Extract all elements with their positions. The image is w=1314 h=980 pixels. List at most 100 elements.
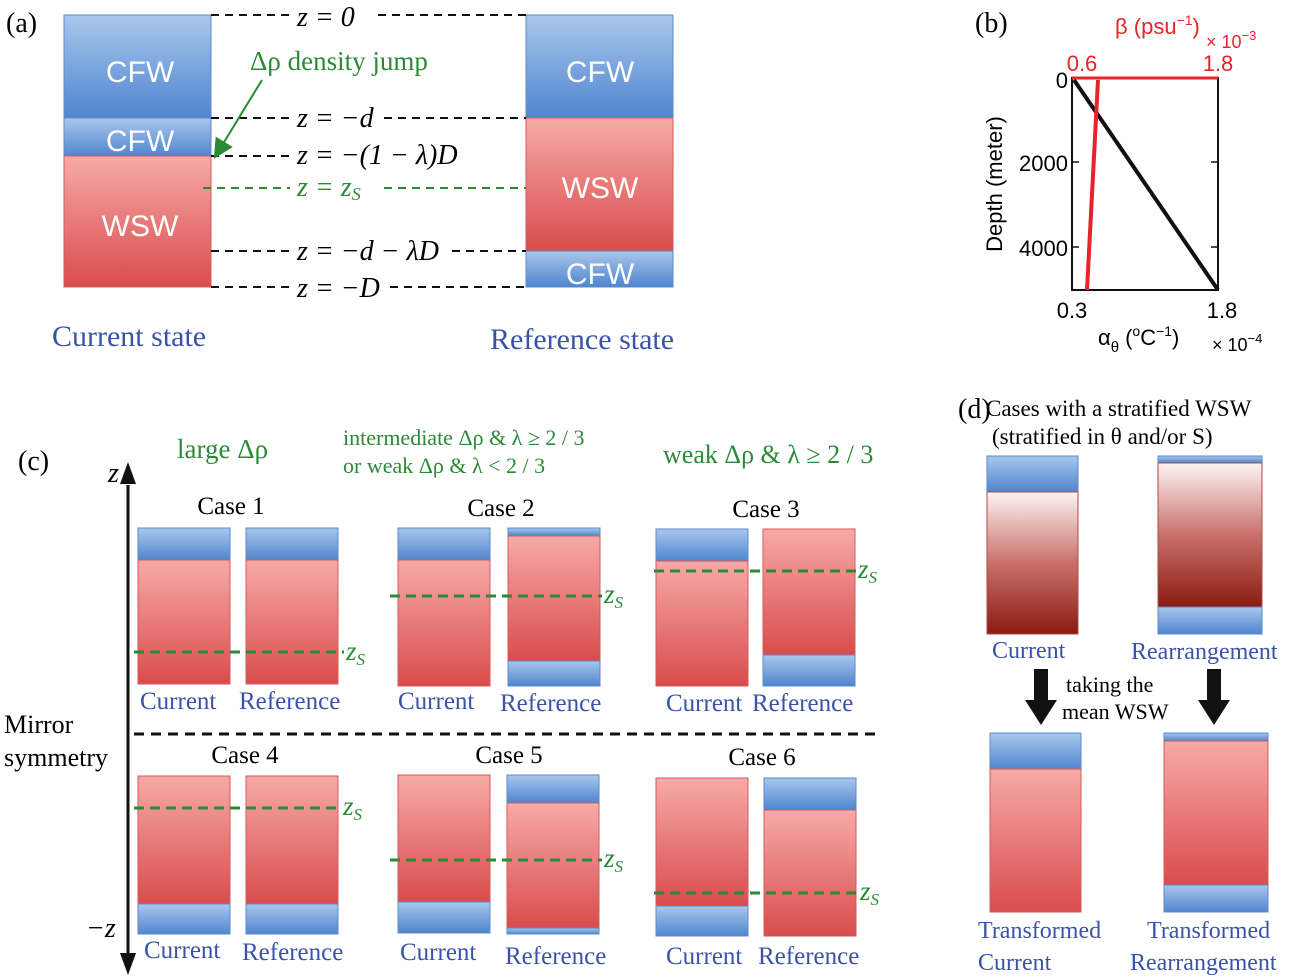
case3-current-cfw xyxy=(655,528,749,562)
case2-current-cfw xyxy=(397,527,491,561)
case5-ref-cfw-bottom xyxy=(506,927,600,935)
d-transformed-label-1: Transformed xyxy=(978,918,1101,944)
d-mid-label-1: taking the xyxy=(1066,672,1153,697)
case6-reference-label: Reference xyxy=(758,943,859,970)
case2-ref-cfw-bottom xyxy=(507,660,601,687)
z-axis-top-label: z xyxy=(107,458,119,489)
case-6-title: Case 6 xyxy=(728,744,795,771)
density-jump-arrow xyxy=(213,79,263,159)
y-ticks xyxy=(1072,161,1218,248)
current-state-label: Current state xyxy=(52,320,206,353)
panel-d: (d) Cases with a stratified WSW (stratif… xyxy=(958,394,1278,976)
panel-a: (a) CFW CFW WSW CFW WSW CFW xyxy=(6,2,674,356)
beta-scale: × 10−3 xyxy=(1206,28,1256,52)
case4-current-label: Current xyxy=(144,937,220,964)
panel-d-label: (d) xyxy=(958,394,991,425)
alpha-axis-label: αθ (oC−1) xyxy=(1098,323,1179,356)
case3-current-wsw xyxy=(655,560,749,687)
y-tick-4000: 4000 xyxy=(1019,236,1068,261)
z-D-label: z = −D xyxy=(296,273,380,304)
case-2: zS Current Reference xyxy=(390,527,624,717)
case6-current-cfw xyxy=(655,905,749,937)
case2-current-wsw xyxy=(397,559,491,687)
d-current-cfw xyxy=(986,455,1079,493)
header-intermediate-2: or weak Δρ & λ < 2 / 3 xyxy=(343,453,545,478)
case3-reference-label: Reference xyxy=(752,690,853,717)
case-6: zS Current Reference xyxy=(654,777,880,970)
current-cfw-lower-label: CFW xyxy=(106,125,175,158)
mirror-label-1: Mirror xyxy=(4,710,74,739)
case1-ref-wsw xyxy=(245,559,339,685)
case4-zs-label: zS xyxy=(342,791,363,824)
case2-ref-cfw-top xyxy=(507,527,601,537)
d-current-label: Current xyxy=(992,638,1066,664)
d-rearr-cfw-bottom xyxy=(1157,606,1263,635)
d-trearr-cfw-bottom xyxy=(1163,884,1269,913)
beta-tick-1.8: 1.8 xyxy=(1203,51,1234,76)
z-lambda-label: z = −(1 − λ)D xyxy=(296,140,458,171)
d-trearr-wsw xyxy=(1163,740,1269,886)
case-5: zS Current Reference xyxy=(390,774,624,970)
case2-zs-label: zS xyxy=(603,579,624,612)
case-3: zS Current Reference xyxy=(654,528,878,717)
case-4: zS Current Reference xyxy=(134,775,363,966)
mirror-label-2: symmetry xyxy=(4,743,108,772)
beta-curve xyxy=(1085,79,1100,291)
alpha-scale: × 10−4 xyxy=(1212,331,1262,355)
d-transformed-rearr-label: Rearrangement xyxy=(1130,950,1277,976)
d-trearr-cfw-top xyxy=(1163,732,1269,742)
case3-zs-label: zS xyxy=(857,554,878,587)
y-axis-label: Depth (meter) xyxy=(982,116,1007,252)
alpha-tick-1.8: 1.8 xyxy=(1207,298,1238,323)
case5-reference-label: Reference xyxy=(505,943,606,970)
d-rearrangement-label: Rearrangement xyxy=(1131,639,1278,665)
alpha-tick-0.3: 0.3 xyxy=(1057,298,1088,323)
reference-cfw-top-label: CFW xyxy=(566,56,635,89)
d-current-wsw-stratified xyxy=(986,491,1079,635)
panel-b-label: (b) xyxy=(975,8,1008,39)
d-arrow-left xyxy=(1025,669,1057,725)
current-wsw-label: WSW xyxy=(102,210,179,243)
case4-ref-cfw xyxy=(245,903,339,935)
case-1-title: Case 1 xyxy=(197,493,264,520)
case3-ref-wsw xyxy=(762,528,856,656)
case4-ref-wsw xyxy=(245,775,339,905)
reference-wsw-label: WSW xyxy=(562,172,639,205)
z-dlD-label: z = −d − λD xyxy=(296,236,439,267)
reference-cfw-bottom-label: CFW xyxy=(566,258,635,291)
panel-d-title-2: (stratified in θ and/or S) xyxy=(992,424,1213,449)
case6-ref-cfw xyxy=(763,777,857,811)
case5-ref-wsw xyxy=(506,802,600,929)
y-tick-0: 0 xyxy=(1056,68,1068,93)
case1-zs-label: zS xyxy=(345,636,366,669)
z0-label: z = 0 xyxy=(296,2,355,33)
zs-label-a: z = zS xyxy=(296,172,361,204)
case4-current-wsw xyxy=(137,775,231,905)
panel-a-label: (a) xyxy=(6,8,37,39)
case5-current-cfw xyxy=(397,901,491,934)
case2-reference-label: Reference xyxy=(500,690,601,717)
case2-ref-wsw xyxy=(507,535,601,662)
case2-current-label: Current xyxy=(398,688,474,715)
case1-reference-label: Reference xyxy=(239,688,340,715)
case-5-title: Case 5 xyxy=(475,742,542,769)
d-transformed-current-label: Current xyxy=(978,950,1052,976)
d-tcurrent-cfw xyxy=(989,732,1082,770)
z-d-label: z = −d xyxy=(296,103,375,134)
z-axis-bottom-label: −z xyxy=(86,913,116,944)
depth-lines xyxy=(211,14,526,288)
case6-ref-wsw xyxy=(763,809,857,937)
case5-current-label: Current xyxy=(400,939,476,966)
panel-d-title-1: Cases with a stratified WSW xyxy=(986,396,1252,421)
reference-state-label: Reference state xyxy=(490,323,674,356)
case6-current-label: Current xyxy=(666,943,742,970)
panel-b: (b) β (psu−1) × 10−3 0.6 1.8 0 2000 4000… xyxy=(975,8,1262,356)
case-4-title: Case 4 xyxy=(211,742,279,769)
y-tick-2000: 2000 xyxy=(1019,151,1068,176)
density-jump-label: Δρ density jump xyxy=(250,46,428,76)
case1-current-cfw xyxy=(137,527,231,561)
case5-ref-cfw-top xyxy=(506,774,600,804)
z-axis-down-arrow xyxy=(120,953,136,975)
current-cfw-lower xyxy=(63,117,212,157)
